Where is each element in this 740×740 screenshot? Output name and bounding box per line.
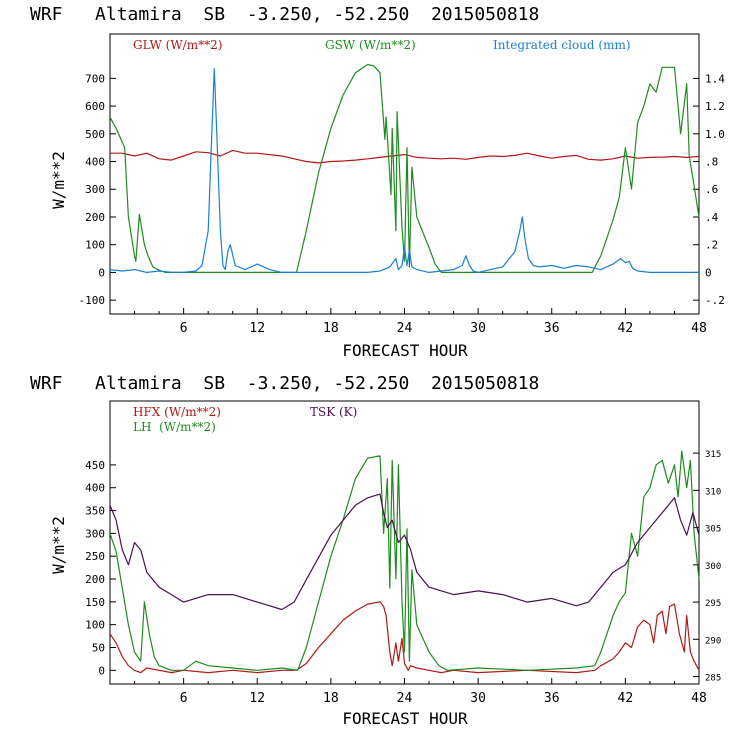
top-y-tick-label-5: 400 [85, 156, 105, 169]
top-series-group [109, 63, 700, 273]
bot-y-tick-label-9: 450 [85, 459, 105, 472]
bot-y-tick-label-0: 0 [98, 664, 105, 677]
top-y2-tick-label-2: .2 [705, 239, 718, 252]
bot-y2-tick-label-1: 290 [705, 636, 721, 646]
top-y2-tick-label-4: .6 [705, 183, 718, 196]
top-x-tick-label-7: 48 [691, 321, 707, 336]
top-y2-tick-label-1: 0 [705, 266, 712, 279]
bottom-title: WRF Altamira SB -3.250, -52.250 20150508… [30, 373, 539, 394]
bottom-legend-tsk: TSK (K) [310, 405, 357, 419]
bot-series-tsk-line [109, 493, 700, 611]
top-x-tick-label-5: 36 [544, 321, 560, 336]
top-y-tick-label-6: 500 [85, 128, 105, 141]
top-x-tick-label-1: 12 [249, 321, 265, 336]
top-y-tick-label-1: 0 [98, 266, 105, 279]
bot-x-tick-label-7: 48 [691, 691, 707, 706]
bot-y-tick-label-4: 200 [85, 573, 105, 586]
top-y-tick-label-2: 100 [85, 239, 105, 252]
top-x-axis-label: FORECAST HOUR [342, 341, 468, 360]
top-y-axis-label: W/m**2 [49, 151, 68, 209]
bot-x-tick-label-3: 24 [397, 691, 413, 706]
top-series-integrated-cloud-line [109, 68, 699, 273]
bottom-y-axis-label: W/m**2 [49, 516, 68, 574]
bot-y-tick-label-1: 50 [92, 641, 105, 654]
top-series-gsw-line [109, 63, 700, 273]
top-series-glw-line [110, 149, 700, 164]
bot-x-tick-label-4: 30 [470, 691, 486, 706]
bottom-legend-lh: LH (W/m**2) [133, 420, 216, 434]
bot-y-tick-label-7: 350 [85, 505, 105, 518]
bottom-y2-axis: 285 290 295 300 305 310 315 [693, 450, 721, 684]
top-y-tick-label-8: 700 [85, 72, 105, 85]
top-x-tick-label-3: 24 [397, 321, 413, 336]
top-x-tick-label-6: 42 [618, 321, 634, 336]
bot-y-tick-label-5: 250 [85, 550, 105, 563]
bot-series-hfx-line [109, 601, 700, 674]
bottom-y-axis: 0 50 100 150 200 250 300 350 400 450 [85, 459, 116, 677]
bot-y2-tick-label-5: 310 [705, 487, 721, 497]
top-y-tick-label-4: 300 [85, 183, 105, 196]
bot-y2-tick-label-4: 305 [705, 525, 721, 535]
bot-y2-tick-label-6: 315 [705, 450, 721, 460]
top-y2-tick-label-5: .8 [705, 156, 718, 169]
bot-y-tick-label-2: 100 [85, 619, 105, 632]
bot-y2-tick-label-3: 300 [705, 562, 721, 572]
top-legend-gsw: GSW (W/m**2) [325, 38, 416, 52]
top-y-tick-label-0: -100 [79, 294, 106, 307]
top-y2-tick-label-8: 1.4 [705, 72, 725, 85]
top-y2-tick-label-6: 1.0 [705, 128, 725, 141]
top-y2-tick-label-0: -.2 [705, 294, 725, 307]
top-x-axis: 6 12 18 24 30 36 42 48 [134, 308, 707, 336]
bot-x-tick-label-5: 36 [544, 691, 560, 706]
bot-y2-tick-label-2: 295 [705, 599, 721, 609]
top-y-tick-label-3: 200 [85, 211, 105, 224]
bottom-legend-hfx: HFX (W/m**2) [133, 405, 221, 419]
bot-y-tick-label-6: 300 [85, 527, 105, 540]
top-y2-axis: -.2 0 .2 .4 .6 .8 1.0 1.2 1.4 [693, 72, 725, 307]
top-legend-cloud: Integrated cloud (mm) [493, 38, 631, 52]
top-legend-glw: GLW (W/m**2) [133, 38, 222, 52]
top-x-tick-label-4: 30 [470, 321, 486, 336]
bot-series-lh-line [109, 450, 700, 671]
bottom-x-axis-label: FORECAST HOUR [342, 709, 468, 728]
top-y2-tick-label-7: 1.2 [705, 100, 725, 113]
bot-x-tick-label-0: 6 [180, 691, 188, 706]
bot-y-tick-label-8: 400 [85, 482, 105, 495]
top-x-tick-label-2: 18 [323, 321, 339, 336]
bottom-x-axis: 6 12 18 24 30 36 42 48 [134, 678, 707, 706]
bot-x-tick-label-1: 12 [249, 691, 265, 706]
bot-x-tick-label-6: 42 [618, 691, 634, 706]
bottom-panel: WRF Altamira SB -3.250, -52.250 20150508… [30, 373, 721, 728]
top-y-axis: -100 0 100 200 300 400 500 600 700 [79, 72, 116, 307]
bot-x-tick-label-2: 18 [323, 691, 339, 706]
top-panel: WRF Altamira SB -3.250, -52.250 20150508… [30, 4, 725, 360]
bot-y2-tick-label-0: 285 [705, 674, 721, 684]
top-y2-tick-label-3: .4 [705, 211, 719, 224]
top-x-tick-label-0: 6 [180, 321, 188, 336]
top-title: WRF Altamira SB -3.250, -52.250 20150508… [30, 4, 539, 25]
bot-y-tick-label-3: 150 [85, 596, 105, 609]
bottom-series-group [109, 450, 700, 674]
top-y-tick-label-7: 600 [85, 100, 105, 113]
